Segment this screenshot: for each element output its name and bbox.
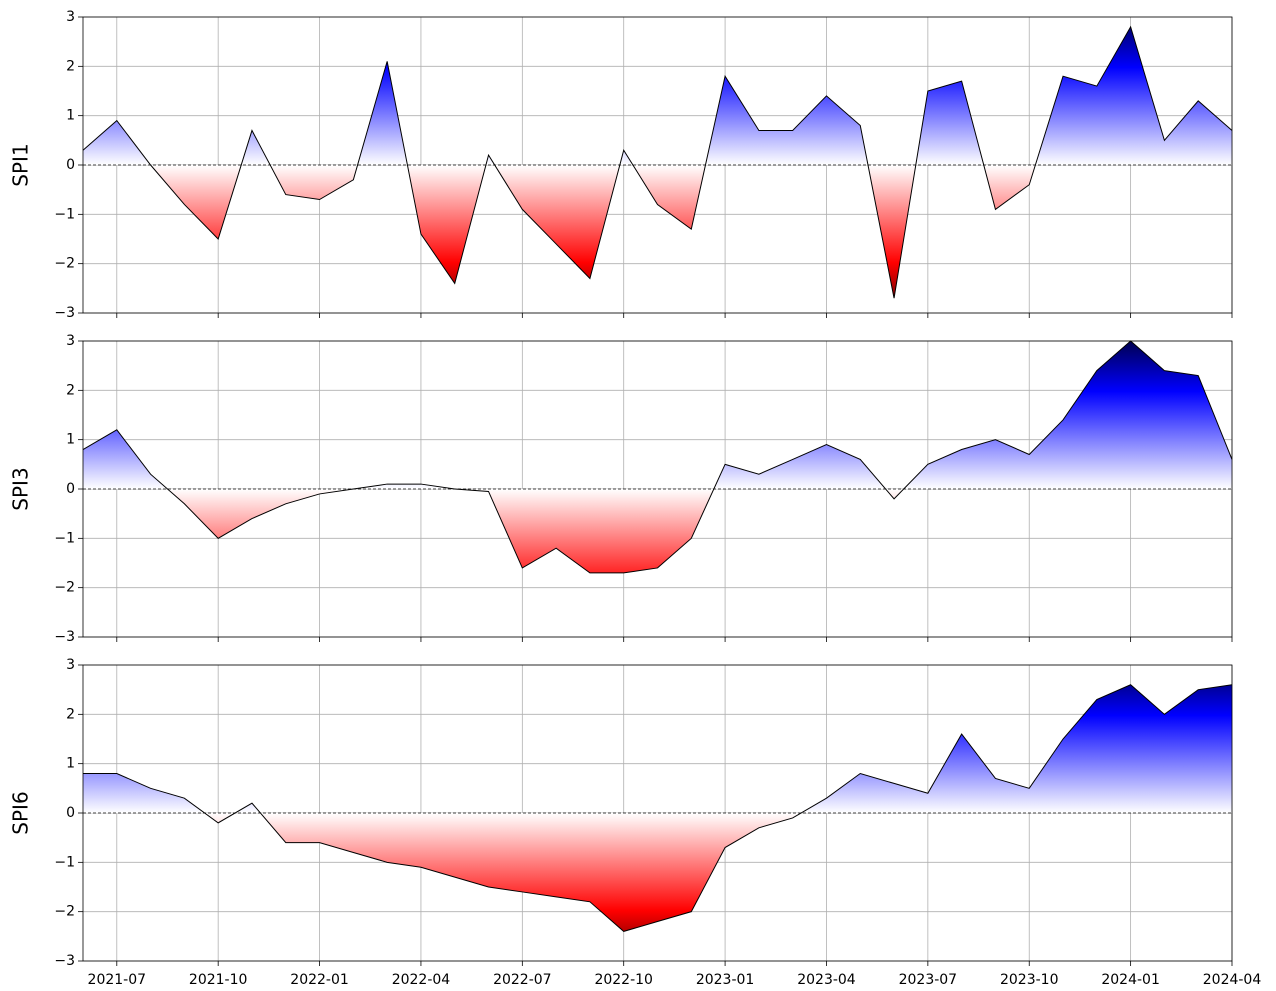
y-tick-label: 2 bbox=[66, 382, 75, 398]
y-tick-label: −2 bbox=[54, 256, 75, 272]
series-line bbox=[82, 25, 1233, 299]
y-tick-label: −1 bbox=[54, 854, 75, 870]
y-tick-label: 2 bbox=[66, 706, 75, 722]
x-tick-label: 2022-01 bbox=[290, 972, 349, 988]
y-tick-label: −1 bbox=[54, 530, 75, 546]
x-tick-label: 2024-01 bbox=[1101, 972, 1160, 988]
y-tick-label: 1 bbox=[66, 108, 75, 124]
x-tick-label: 2023-10 bbox=[1000, 972, 1059, 988]
plot-frame bbox=[82, 340, 1233, 638]
series-line bbox=[82, 340, 1233, 574]
y-tick-label: 3 bbox=[66, 9, 75, 25]
y-axis-label: SPI3 bbox=[9, 467, 33, 510]
y-tick-label: 0 bbox=[66, 157, 75, 173]
x-tick-label: 2023-01 bbox=[696, 972, 755, 988]
y-axis-label: SPI1 bbox=[9, 143, 33, 186]
x-tick-label: 2022-10 bbox=[594, 972, 653, 988]
y-tick-label: 0 bbox=[66, 481, 75, 497]
area-fill bbox=[83, 341, 1232, 573]
plot-frame bbox=[82, 664, 1233, 962]
x-tick-label: 2022-07 bbox=[493, 972, 552, 988]
y-tick-label: −3 bbox=[54, 629, 75, 645]
y-tick-label: −2 bbox=[54, 904, 75, 920]
y-tick-label: 2 bbox=[66, 58, 75, 74]
y-tick-label: 3 bbox=[66, 657, 75, 673]
y-axis-label: SPI6 bbox=[9, 791, 33, 834]
y-tick-label: −2 bbox=[54, 580, 75, 596]
x-tick-label: 2021-10 bbox=[189, 972, 248, 988]
plot-frame bbox=[82, 16, 1233, 314]
y-tick-label: 3 bbox=[66, 333, 75, 349]
x-tick-label: 2022-04 bbox=[392, 972, 451, 988]
y-tick-label: −3 bbox=[54, 953, 75, 969]
area-fill bbox=[83, 684, 1232, 932]
y-tick-label: −3 bbox=[54, 305, 75, 321]
x-tick-label: 2021-07 bbox=[88, 972, 147, 988]
y-tick-label: 1 bbox=[66, 432, 75, 448]
series-line bbox=[83, 684, 1233, 932]
y-tick-label: −1 bbox=[54, 206, 75, 222]
x-tick-label: 2023-04 bbox=[797, 972, 856, 988]
area-fill bbox=[83, 26, 1232, 299]
x-tick-label: 2024-04 bbox=[1203, 972, 1262, 988]
x-tick-label: 2023-07 bbox=[899, 972, 958, 988]
y-tick-label: 1 bbox=[66, 756, 75, 772]
y-tick-label: 0 bbox=[66, 805, 75, 821]
